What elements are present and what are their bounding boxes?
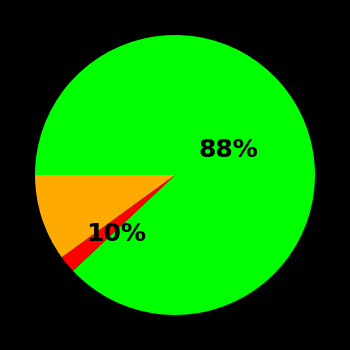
Wedge shape (35, 35, 315, 315)
Wedge shape (62, 175, 175, 271)
Text: 88%: 88% (198, 138, 258, 162)
Wedge shape (35, 175, 175, 257)
Text: 10%: 10% (86, 222, 146, 246)
